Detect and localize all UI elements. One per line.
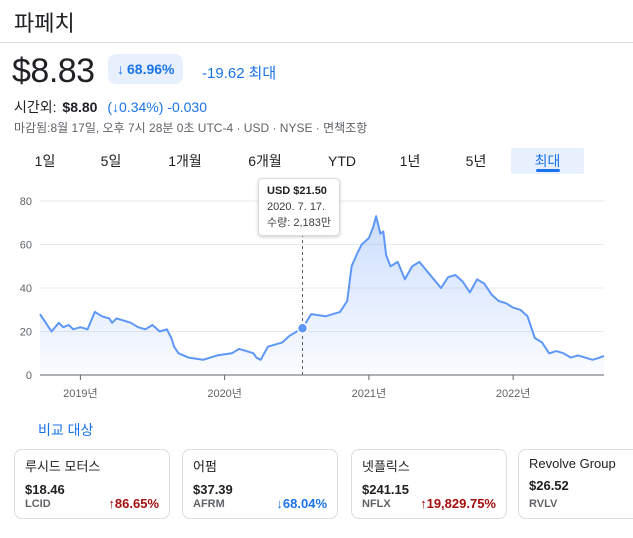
after-hours-change: -0.030 — [167, 99, 207, 115]
compare-card[interactable]: 루시드 모터스 $18.46 LCID ↑86.65% — [14, 449, 170, 519]
card-price: $241.15 — [362, 482, 409, 497]
tooltip-volume: 수량: 2,183만 — [267, 217, 331, 229]
tab-max[interactable]: 최대 — [511, 148, 584, 174]
card-ticker: AFRM — [193, 498, 225, 510]
arrow-down-icon: ↓ — [117, 61, 124, 77]
current-price: $8.83 — [12, 52, 95, 90]
tab-5d[interactable]: 5일 — [100, 153, 122, 169]
card-change: ↑86.65% — [108, 496, 159, 511]
card-name: 어펌 — [193, 459, 217, 474]
card-name: Revolve Group — [529, 456, 616, 471]
card-ticker: RVLV — [529, 498, 558, 510]
card-name: 루시드 모터스 — [25, 459, 101, 474]
change-percent: 68.96% — [127, 61, 175, 77]
header-divider — [0, 42, 633, 43]
tooltip-date: 2020. 7. 17. — [267, 201, 326, 213]
y-tick-label: 40 — [20, 283, 32, 295]
x-tick-label: 2019년 — [63, 387, 98, 400]
market-status-meta: 마감됨:8월 17일, 오후 7시 28분 0초 UTC-4 · USD · N… — [14, 121, 368, 135]
page-title: 파페치 — [14, 11, 75, 36]
hover-point — [296, 322, 309, 334]
compare-card[interactable]: 어펌 $37.39 AFRM ↓68.04% — [182, 449, 338, 519]
tab-1y[interactable]: 1년 — [399, 153, 421, 169]
card-price: $37.39 — [193, 482, 233, 497]
arrow-down-icon: ↓ — [276, 496, 283, 511]
arrow-up-icon: ↑ — [108, 496, 115, 511]
card-change: ↓68.04% — [276, 496, 327, 511]
compare-link[interactable]: 비교 대상 — [38, 422, 94, 438]
compare-cards: 루시드 모터스 $18.46 LCID ↑86.65% 어펌 $37.39 AF… — [14, 449, 633, 529]
change-amount-row: -19.62 최대 — [202, 62, 276, 83]
price-area — [40, 216, 604, 375]
tab-1d[interactable]: 1일 — [34, 153, 56, 169]
after-hours-label: 시간외: — [14, 99, 57, 115]
y-tick-label: 0 — [26, 370, 32, 382]
price-line — [39, 215, 605, 361]
card-ticker: LCID — [25, 498, 51, 510]
y-tick-label: 60 — [20, 240, 32, 252]
chart-tooltip: USD $21.50 2020. 7. 17. 수량: 2,183만 — [258, 178, 340, 236]
after-hours-row: 시간외: $8.80 (↓0.34%) -0.030 — [14, 97, 207, 117]
arrow-up-icon: ↑ — [420, 496, 427, 511]
tab-ytd[interactable]: YTD — [328, 153, 356, 169]
card-change: ↑19,829.75% — [420, 496, 496, 511]
tab-6m[interactable]: 6개월 — [248, 153, 282, 169]
after-hours-percent: (↓0.34%) — [107, 99, 164, 115]
compare-card[interactable]: Revolve Group $26.52 RVLV ↓ — [518, 449, 633, 519]
card-price: $18.46 — [25, 482, 65, 497]
tab-1m[interactable]: 1개월 — [168, 153, 202, 169]
after-hours-price: $8.80 — [62, 99, 98, 115]
card-name: 넷플릭스 — [362, 459, 410, 474]
tooltip-price: USD $21.50 — [267, 185, 327, 197]
change-amount: -19.62 — [202, 65, 245, 82]
card-ticker: NFLX — [362, 498, 391, 510]
range-label: 최대 — [248, 65, 277, 82]
change-percent-badge: ↓ 68.96% — [108, 54, 184, 84]
tab-5y[interactable]: 5년 — [465, 153, 487, 169]
y-tick-label: 20 — [20, 327, 32, 339]
x-tick-label: 2022년 — [496, 387, 531, 400]
range-tabs: 1일 5일 1개월 6개월 YTD 1년 5년 최대 — [14, 148, 614, 174]
x-tick-label: 2020년 — [207, 387, 242, 400]
compare-card[interactable]: 넷플릭스 $241.15 NFLX ↑19,829.75% — [351, 449, 507, 519]
price-chart[interactable]: 0 20 40 60 80 2019년 2020년 2021년 2022년 — [0, 176, 633, 404]
x-tick-label: 2021년 — [352, 387, 387, 400]
card-price: $26.52 — [529, 478, 569, 493]
y-tick-label: 80 — [20, 196, 32, 208]
